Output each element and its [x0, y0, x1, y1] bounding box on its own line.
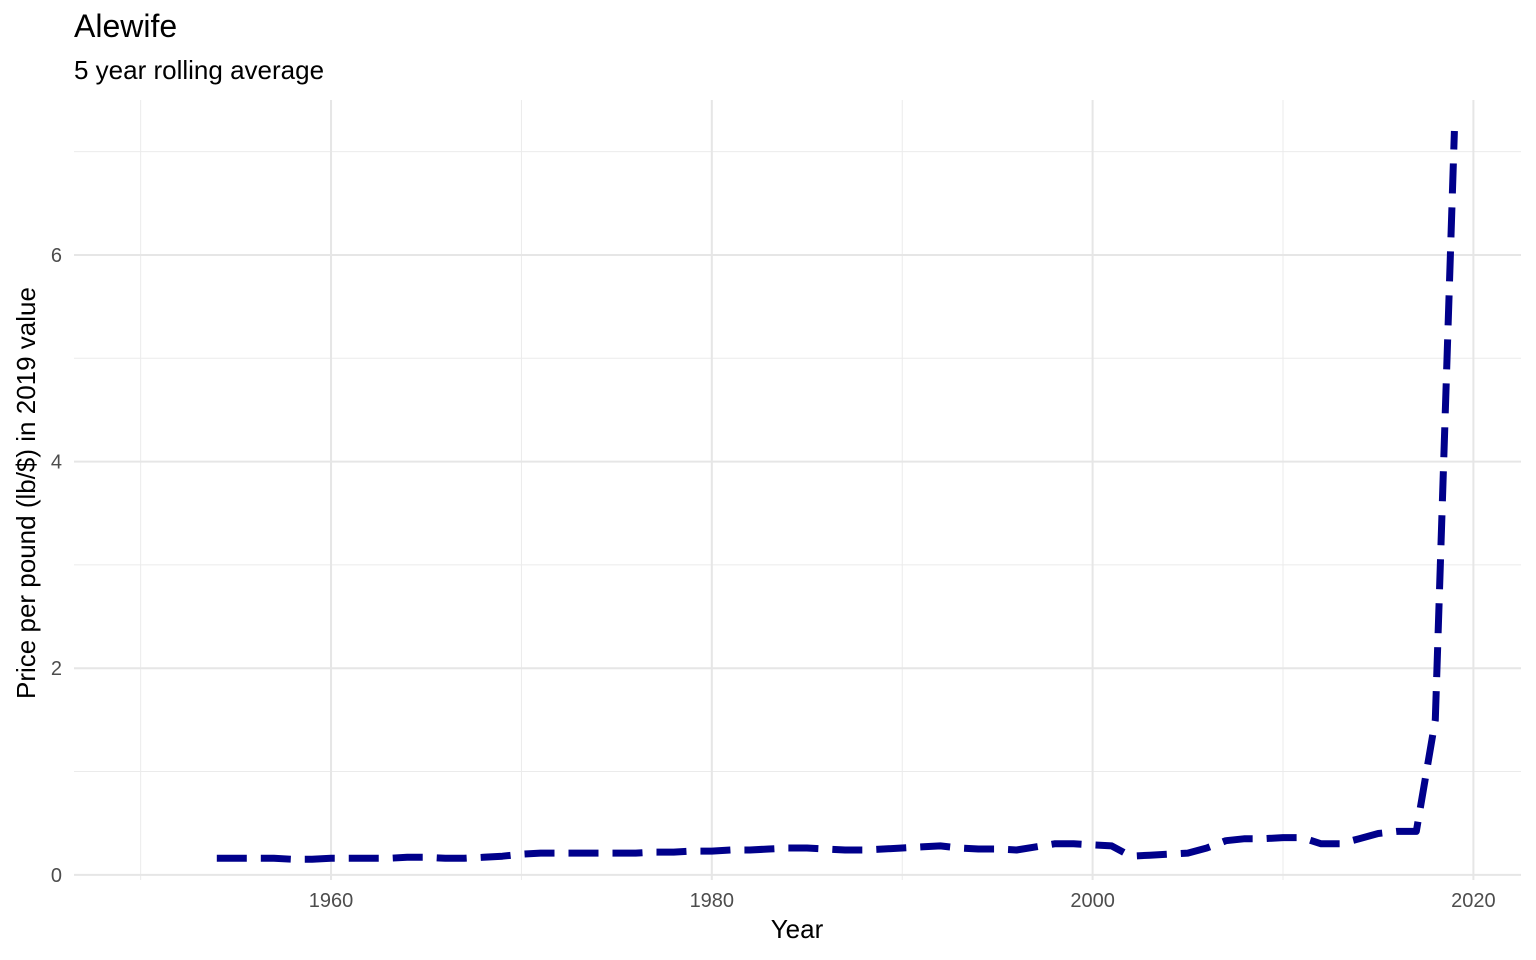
chart-subtitle: 5 year rolling average	[74, 55, 325, 85]
x-axis-title: Year	[771, 914, 824, 944]
x-tick-label: 2000	[1070, 890, 1115, 912]
y-tick-labels: 0 2 4 6	[51, 245, 62, 887]
y-tick-label: 4	[51, 452, 62, 474]
y-tick-label: 0	[51, 865, 62, 887]
y-tick-label: 6	[51, 245, 62, 267]
series-layer	[216, 130, 1458, 863]
y-tick-label: 2	[51, 658, 62, 680]
minor-gridlines	[74, 100, 1521, 880]
x-tick-label: 2020	[1451, 890, 1496, 912]
chart-title: Alewife	[74, 8, 178, 44]
x-tick-label: 1960	[309, 890, 354, 912]
y-axis-title: Price per pound (lb/$) in 2019 value	[11, 287, 41, 699]
x-tick-label: 1980	[690, 890, 735, 912]
x-tick-labels: 1960 1980 2000 2020	[309, 890, 1496, 912]
major-gridlines	[74, 100, 1521, 880]
price-series-line	[216, 130, 1458, 863]
